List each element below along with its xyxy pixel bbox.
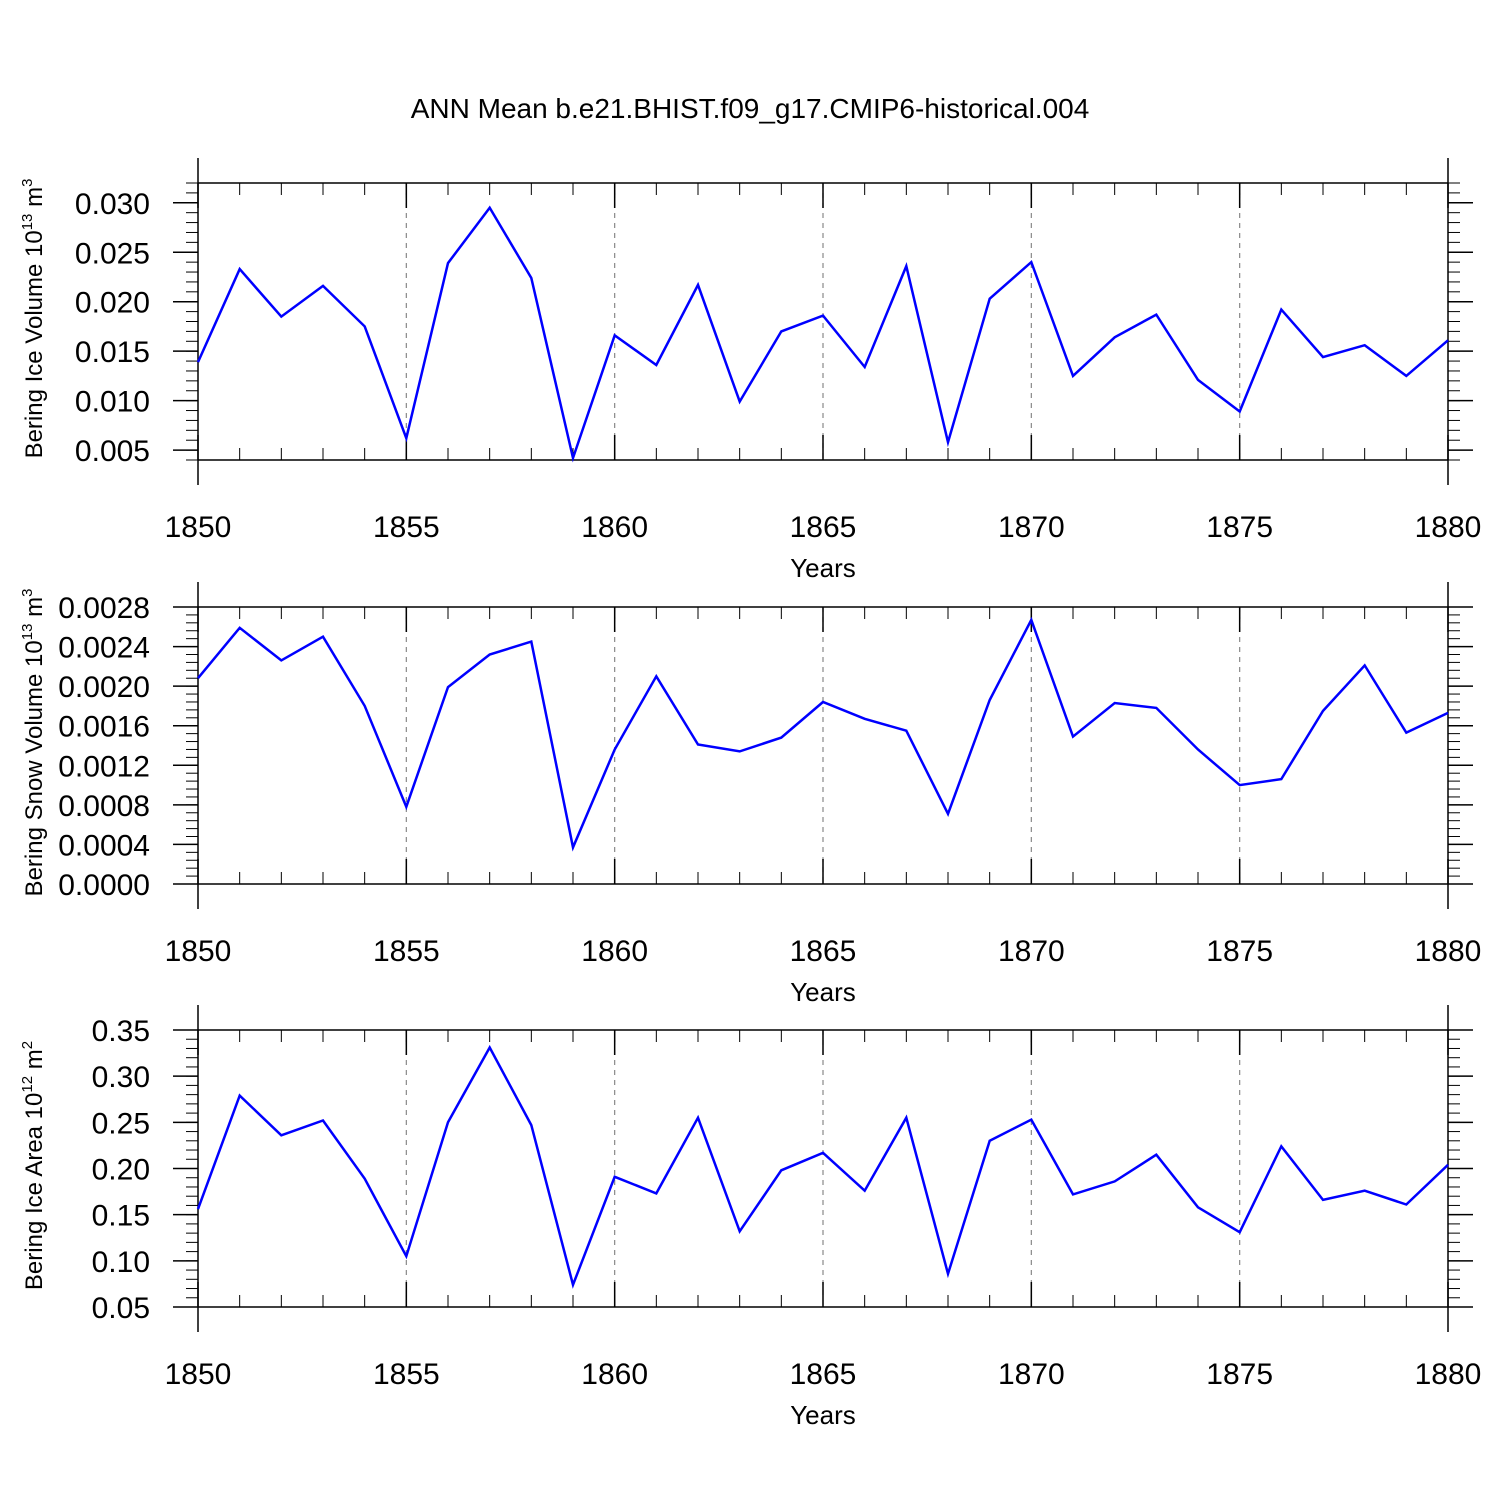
y-tick-label: 0.0020 [58, 671, 150, 704]
y-axis-label: Bering Ice Volume 1013 m3 [19, 179, 48, 459]
chart-panel-3: 0.05 0.10 0.15 0.20 0.25 0.30 0.35 1850 1855 1860… [19, 1005, 1481, 1430]
x-tick-label: 1875 [1206, 511, 1273, 544]
y-axis-label-exponent: 12 [19, 1076, 36, 1093]
y-tick-label: 0.0000 [58, 869, 150, 902]
x-tick-label: 1870 [998, 935, 1065, 968]
y-tick-label: 0.25 [92, 1107, 150, 1140]
chart-title: ANN Mean b.e21.BHIST.f09_g17.CMIP6-histo… [411, 93, 1090, 124]
x-tick-label: 1870 [998, 1358, 1065, 1391]
x-tick-label: 1865 [790, 935, 857, 968]
y-axis-label-unit-exponent: 3 [19, 179, 36, 187]
panels: 0.005 0.010 0.015 0.020 0.025 0.030 1850 1855 18… [19, 158, 1481, 1430]
y-tick-label: 0.35 [92, 1015, 150, 1048]
x-tick-label: 1865 [790, 511, 857, 544]
x-axis-label: Years [790, 977, 856, 1007]
y-axis-label-unit: m [21, 187, 48, 214]
x-tick-label: 1860 [581, 511, 648, 544]
y-axis-label: Bering Ice Area 1012 m2 [19, 1041, 48, 1290]
x-tick-label: 1850 [165, 935, 232, 968]
y-tick-label: 0.010 [75, 386, 150, 419]
x-tick-label: 1880 [1415, 935, 1482, 968]
x-tick-label: 1880 [1415, 511, 1482, 544]
y-tick-label: 0.20 [92, 1154, 150, 1187]
x-tick-label: 1855 [373, 1358, 440, 1391]
x-tick-label: 1880 [1415, 1358, 1482, 1391]
y-tick-label: 0.10 [92, 1246, 150, 1279]
y-axis-label: Bering Snow Volume 1013 m3 [19, 589, 48, 897]
y-axis-label-text: Bering Ice Area 10 [21, 1093, 48, 1290]
y-tick-label: 0.0008 [58, 790, 150, 823]
x-tick-label: 1850 [165, 511, 232, 544]
y-tick-label: 0.0012 [58, 750, 150, 783]
y-axis-label-text: Bering Ice Volume 10 [21, 230, 48, 458]
y-tick-label: 0.025 [75, 237, 150, 270]
y-axis-label-unit-exponent: 2 [19, 1041, 36, 1049]
y-tick-label: 0.05 [92, 1292, 150, 1325]
y-tick-label: 0.0016 [58, 711, 150, 744]
y-tick-label: 0.015 [75, 336, 150, 369]
chart-panel-1: 0.005 0.010 0.015 0.020 0.025 0.030 1850 1855 18… [19, 158, 1481, 583]
x-tick-label: 1875 [1206, 935, 1273, 968]
chart-panel-2: 0.0000 0.0004 0.0008 0.0012 0.0016 0.0020 0.00… [19, 582, 1481, 1007]
x-tick-label: 1875 [1206, 1358, 1273, 1391]
y-axis-label-exponent: 13 [19, 214, 36, 231]
x-axis-label: Years [790, 553, 856, 583]
x-tick-label: 1850 [165, 1358, 232, 1391]
x-tick-label: 1855 [373, 511, 440, 544]
series-line [196, 205, 1449, 463]
x-tick-label: 1860 [581, 1358, 648, 1391]
y-axis-label-text: Bering Snow Volume 10 [21, 640, 48, 896]
x-tick-label: 1870 [998, 511, 1065, 544]
x-tick-label: 1860 [581, 935, 648, 968]
y-axis-label-unit-exponent: 3 [19, 589, 36, 597]
y-tick-label: 0.020 [75, 287, 150, 320]
y-tick-label: 0.30 [92, 1061, 150, 1094]
y-tick-label: 0.0028 [58, 592, 150, 625]
x-axis-label: Years [790, 1400, 856, 1430]
y-tick-label: 0.0024 [58, 632, 150, 665]
y-tick-label: 0.030 [75, 188, 150, 221]
y-axis-label-unit: m [21, 597, 48, 624]
y-axis-label-unit: m [21, 1049, 48, 1076]
x-tick-label: 1865 [790, 1358, 857, 1391]
series-line [197, 616, 1449, 852]
y-tick-label: 0.15 [92, 1200, 150, 1233]
y-tick-label: 0.0004 [58, 829, 150, 862]
x-tick-label: 1855 [373, 935, 440, 968]
series-line [196, 1044, 1449, 1289]
y-axis-label-exponent: 13 [19, 624, 36, 641]
y-tick-label: 0.005 [75, 435, 150, 468]
